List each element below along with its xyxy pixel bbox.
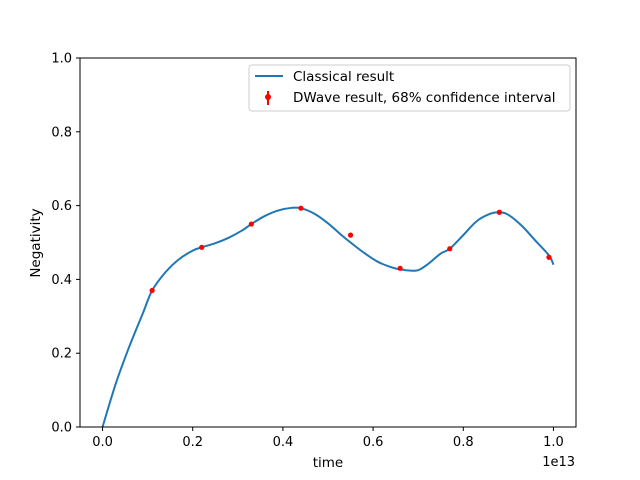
data-point-dwave	[248, 221, 254, 227]
x-tick-label: 0.6	[363, 435, 384, 450]
y-tick-label: 0.6	[51, 199, 72, 214]
y-tick-label: 1.0	[51, 52, 72, 67]
x-axis-offset-label: 1e13	[542, 455, 575, 470]
data-point-dwave	[149, 287, 155, 294]
data-point-dwave	[447, 246, 453, 252]
data-point-dwave	[347, 232, 354, 238]
y-tick-label: 0.4	[51, 273, 72, 288]
data-point-dwave	[298, 205, 304, 211]
data-point-dwave	[496, 209, 502, 215]
y-tick-label: 0.2	[51, 347, 72, 362]
y-tick-label: 0.0	[51, 421, 72, 436]
data-point-dwave	[546, 254, 552, 260]
legend-label-classical: Classical result	[293, 69, 394, 85]
series-line-classical	[101, 206, 555, 428]
data-point-dwave	[199, 244, 205, 250]
data-point-dwave	[397, 265, 403, 271]
x-tick-label: 0.4	[273, 435, 294, 450]
axes: 0.0 0.2 0.4 0.6 0.8 1.0 0.0 0.2 0.4 0.6 0.8 1.0	[51, 52, 577, 450]
x-tick-label: 0.0	[92, 435, 113, 450]
y-tick-label: 0.8	[51, 125, 72, 140]
x-tick-label: 0.2	[182, 435, 203, 450]
x-tick-label: 0.8	[453, 435, 474, 450]
y-axis-label: Negativity	[28, 208, 44, 277]
plot-area	[101, 205, 555, 428]
legend-box	[248, 64, 571, 112]
axes-frame	[79, 57, 577, 428]
legend-marker-swatch	[265, 94, 271, 100]
x-axis-label: time	[313, 455, 344, 471]
x-tick-label: 1.0	[543, 435, 564, 450]
legend: Classical result DWave result, 68% confi…	[248, 64, 571, 112]
legend-label-dwave: DWave result, 68% confidence interval	[293, 90, 555, 106]
